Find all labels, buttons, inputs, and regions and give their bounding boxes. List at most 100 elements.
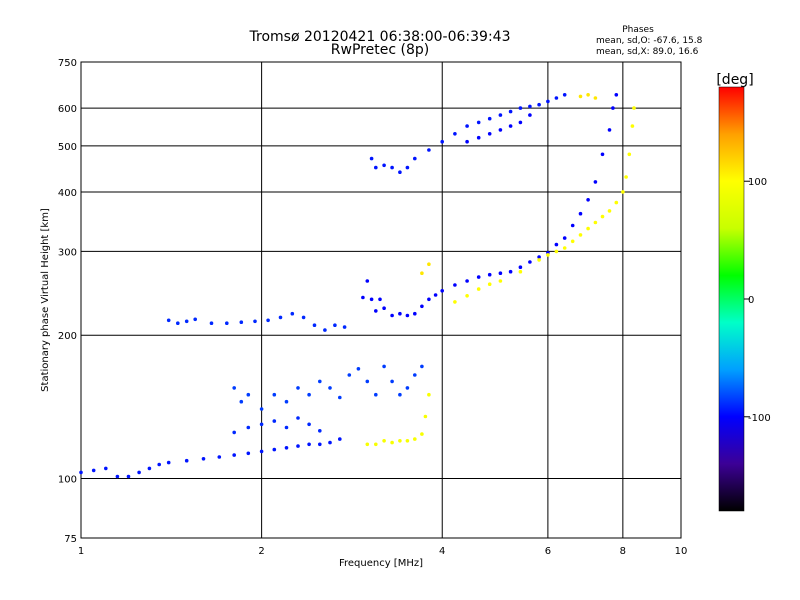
data-point — [272, 419, 277, 423]
data-point — [246, 451, 251, 456]
data-point — [546, 253, 550, 257]
data-point — [184, 458, 189, 463]
data-point — [301, 315, 306, 320]
data-point — [259, 407, 264, 411]
data-point — [627, 152, 632, 157]
x-tick-labels: 1 2 4 6 8 10 — [78, 546, 688, 557]
data-point — [578, 211, 583, 216]
data-point — [562, 236, 567, 240]
data-point — [508, 124, 513, 128]
data-point — [318, 379, 322, 384]
data-point — [465, 279, 469, 283]
data-point — [440, 289, 445, 293]
x-axis-label: Frequency [MHz] — [339, 558, 423, 569]
y-tick-label: 75 — [64, 534, 77, 545]
data-point — [537, 255, 541, 259]
chart-title: Tromsø 20120421 06:38:00-06:39:43 — [249, 29, 511, 45]
data-point — [398, 170, 402, 174]
y-axis-label: Stationary phase Virtual Height [km] — [40, 208, 51, 392]
data-point — [562, 93, 567, 97]
data-point — [147, 466, 152, 471]
data-point — [554, 96, 559, 100]
data-point — [413, 437, 417, 441]
data-point — [586, 93, 590, 97]
data-point — [593, 180, 598, 184]
data-point — [390, 379, 394, 384]
data-point — [232, 430, 236, 435]
data-point — [347, 373, 352, 377]
data-point — [453, 132, 457, 136]
data-point — [433, 293, 438, 297]
data-point — [369, 297, 374, 302]
x-tick-label: 2 — [258, 546, 264, 557]
data-point — [318, 429, 322, 433]
data-point — [578, 233, 583, 237]
data-point — [508, 269, 513, 274]
data-point — [374, 165, 378, 170]
data-point — [296, 444, 300, 448]
data-point — [333, 323, 337, 328]
data-point — [487, 116, 492, 121]
colorbar-tick-label: 0 — [748, 295, 754, 306]
data-point — [79, 470, 83, 475]
data-point — [498, 113, 503, 117]
data-point — [209, 321, 214, 326]
data-point — [246, 425, 251, 430]
data-point — [338, 395, 342, 400]
data-point — [593, 220, 598, 225]
data-point — [232, 453, 236, 457]
data-point — [369, 156, 374, 161]
data-point — [621, 190, 625, 194]
data-point — [453, 283, 457, 287]
data-point — [518, 120, 523, 125]
data-point — [562, 246, 567, 250]
data-point — [554, 249, 559, 254]
data-point — [284, 399, 289, 404]
data-point — [420, 432, 424, 436]
data-point — [476, 120, 481, 125]
data-point — [365, 279, 370, 283]
data-point — [537, 258, 541, 262]
data-point — [611, 106, 615, 110]
data-point — [239, 320, 244, 325]
data-point — [476, 287, 481, 291]
data-point — [600, 214, 605, 219]
data-point — [528, 113, 532, 117]
data-point — [328, 440, 332, 445]
data-point — [259, 449, 264, 454]
data-point — [318, 442, 322, 447]
data-point — [104, 466, 108, 471]
data-point — [614, 93, 619, 97]
x-tick-label: 6 — [545, 546, 551, 557]
data-point — [382, 306, 386, 311]
data-point — [239, 399, 244, 404]
data-point — [126, 474, 131, 479]
data-point — [374, 442, 378, 447]
data-point — [405, 439, 410, 443]
data-point — [498, 271, 503, 276]
data-points — [79, 93, 636, 479]
phases-o-stats: mean, sd,O: -67.6, 15.8 — [596, 36, 703, 46]
data-point — [476, 135, 481, 140]
data-point — [528, 260, 532, 264]
data-point — [465, 294, 469, 298]
data-point — [554, 242, 559, 247]
data-point — [630, 124, 635, 128]
chart-subtitle: RwPretec (8p) — [331, 42, 429, 58]
data-point — [427, 148, 431, 152]
data-point — [405, 165, 410, 170]
data-point — [266, 318, 270, 323]
colorbar-tick-label: -100 — [748, 413, 771, 424]
data-point — [259, 422, 264, 427]
data-point — [137, 470, 141, 475]
data-point — [420, 304, 424, 309]
y-tick-label: 200 — [58, 331, 77, 342]
data-point — [518, 265, 523, 270]
data-point — [632, 106, 636, 110]
data-point — [166, 318, 171, 323]
data-point — [307, 442, 311, 447]
grid-lines — [81, 62, 681, 538]
data-point — [423, 414, 428, 419]
data-point — [398, 311, 402, 316]
data-point — [342, 325, 347, 329]
